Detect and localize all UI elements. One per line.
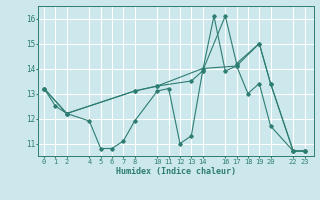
X-axis label: Humidex (Indice chaleur): Humidex (Indice chaleur) [116, 167, 236, 176]
